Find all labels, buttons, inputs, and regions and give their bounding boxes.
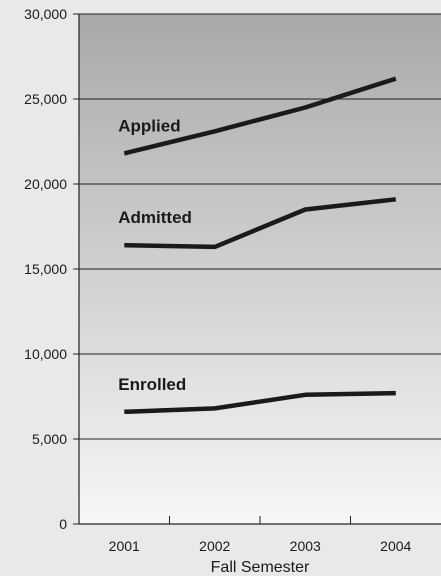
x-tick-label: 2002: [199, 538, 230, 554]
x-tick-label: 2001: [109, 538, 140, 554]
y-tick-label: 15,000: [24, 261, 67, 277]
y-tick-label: 30,000: [24, 6, 67, 22]
series-label-applied: Applied: [118, 116, 180, 135]
y-tick-label: 0: [59, 516, 67, 532]
series-lines: [123, 76, 397, 415]
series-line-enrolled: [124, 390, 396, 415]
y-axis-ticks: 0 5,000 10,000 15,000 20,000 25,000 30,000: [24, 6, 79, 532]
x-axis-title: Fall Semester: [211, 559, 310, 576]
x-tick-label: 2004: [380, 538, 411, 554]
series-labels: Applied Admitted Enrolled: [118, 116, 192, 393]
y-tick-label: 20,000: [24, 176, 67, 192]
gridlines: [79, 13, 441, 440]
series-line-applied: [123, 76, 397, 156]
series-label-admitted: Admitted: [118, 208, 192, 227]
x-axis-ticks: 2001 2002 2003 2004: [109, 516, 412, 554]
y-tick-label: 5,000: [32, 431, 67, 447]
series-line-admitted: [124, 197, 397, 250]
x-tick-label: 2003: [290, 538, 321, 554]
y-tick-label: 25,000: [24, 91, 67, 107]
y-tick-label: 10,000: [24, 346, 67, 362]
series-label-enrolled: Enrolled: [118, 375, 186, 394]
